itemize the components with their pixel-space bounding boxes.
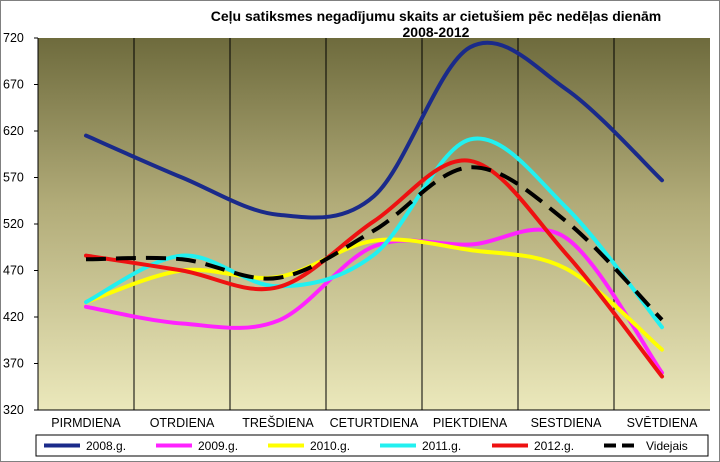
y-tick-label: 420 — [3, 310, 24, 324]
y-tick-label: 570 — [3, 171, 24, 185]
y-tick-label: 520 — [3, 217, 24, 231]
series-line-videjais — [85, 165, 664, 322]
chart-title-line2: 2008-2012 — [403, 24, 470, 40]
series-line-2011-g — [84, 136, 664, 330]
x-tick-label: SVĒTDIENA — [627, 416, 699, 430]
legend-label-2009-g: 2009.g. — [198, 439, 238, 453]
x-tick-label: OTRDIENA — [150, 416, 215, 430]
legend-label-2011-g: 2011.g. — [422, 439, 461, 453]
y-tick-label: 720 — [3, 31, 24, 45]
legend-label-2008-g: 2008.g. — [86, 439, 126, 453]
x-tick-label: PIEKTDIENA — [433, 416, 508, 430]
y-tick-label: 470 — [3, 264, 24, 278]
legend-label-videjais: Videjais — [646, 439, 688, 453]
grid-lines — [133, 38, 615, 410]
x-tick-label: CETURTDIENA — [330, 416, 419, 430]
y-tick-label: 620 — [3, 124, 24, 138]
legend: 2008.g. 2009.g. 2010.g. 2011.g. 2012.g. Videj… — [35, 434, 709, 457]
x-tick-label: TREŠDIENA — [242, 415, 314, 430]
x-tick-label: PIRMDIENA — [51, 416, 121, 430]
y-axis-ticks: 320 370 420 470 520 570 620 670 720 — [3, 31, 38, 417]
x-tick-label: SESTDIENA — [531, 416, 603, 430]
series-line-2012-g — [84, 158, 664, 379]
series-line-2008-g — [84, 40, 664, 220]
x-axis-ticks: PIRMDIENA OTRDIENA TREŠDIENA CETURTDIENA PIE… — [51, 415, 698, 430]
legend-box — [35, 434, 709, 457]
y-tick-label: 670 — [3, 78, 24, 92]
chart-title-line1: Ceļu satiksmes negadījumu skaits ar ciet… — [211, 8, 662, 24]
legend-label-2012-g: 2012.g. — [534, 439, 574, 453]
plot-area — [38, 38, 710, 410]
series-line-2009-g — [84, 227, 664, 375]
legend-label-2010-g: 2010.g. — [310, 439, 350, 453]
y-tick-label: 320 — [3, 403, 24, 417]
y-tick-label: 370 — [3, 357, 24, 371]
series-lines — [84, 40, 664, 379]
